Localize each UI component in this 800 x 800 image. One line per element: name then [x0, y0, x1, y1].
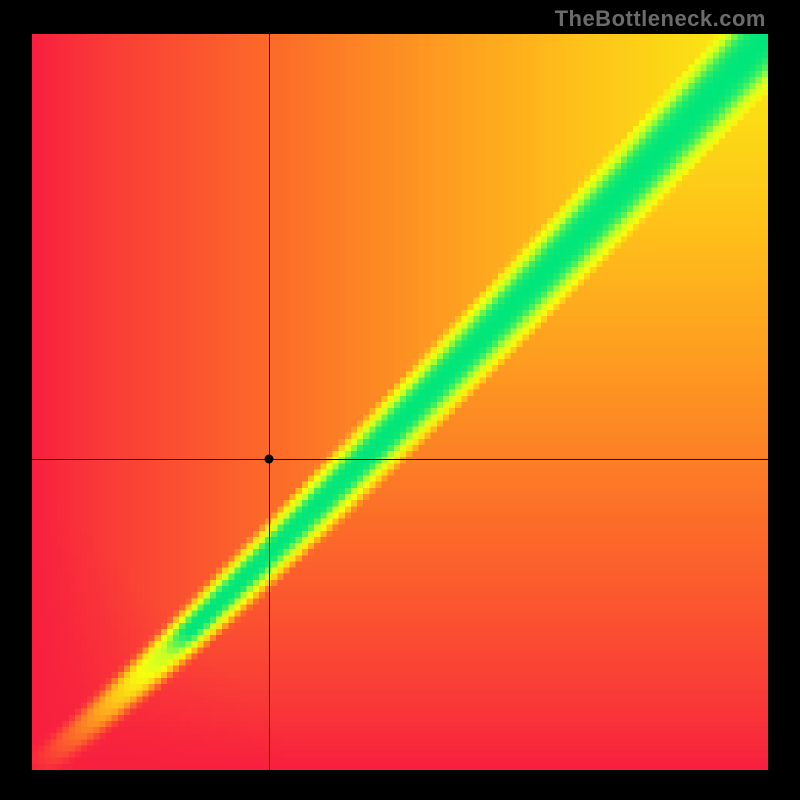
heatmap-canvas	[32, 34, 768, 770]
crosshair-vertical	[269, 34, 270, 770]
attribution-label: TheBottleneck.com	[555, 6, 766, 32]
data-point-marker	[264, 455, 273, 464]
bottleneck-heatmap	[32, 34, 768, 770]
crosshair-horizontal	[32, 459, 768, 460]
